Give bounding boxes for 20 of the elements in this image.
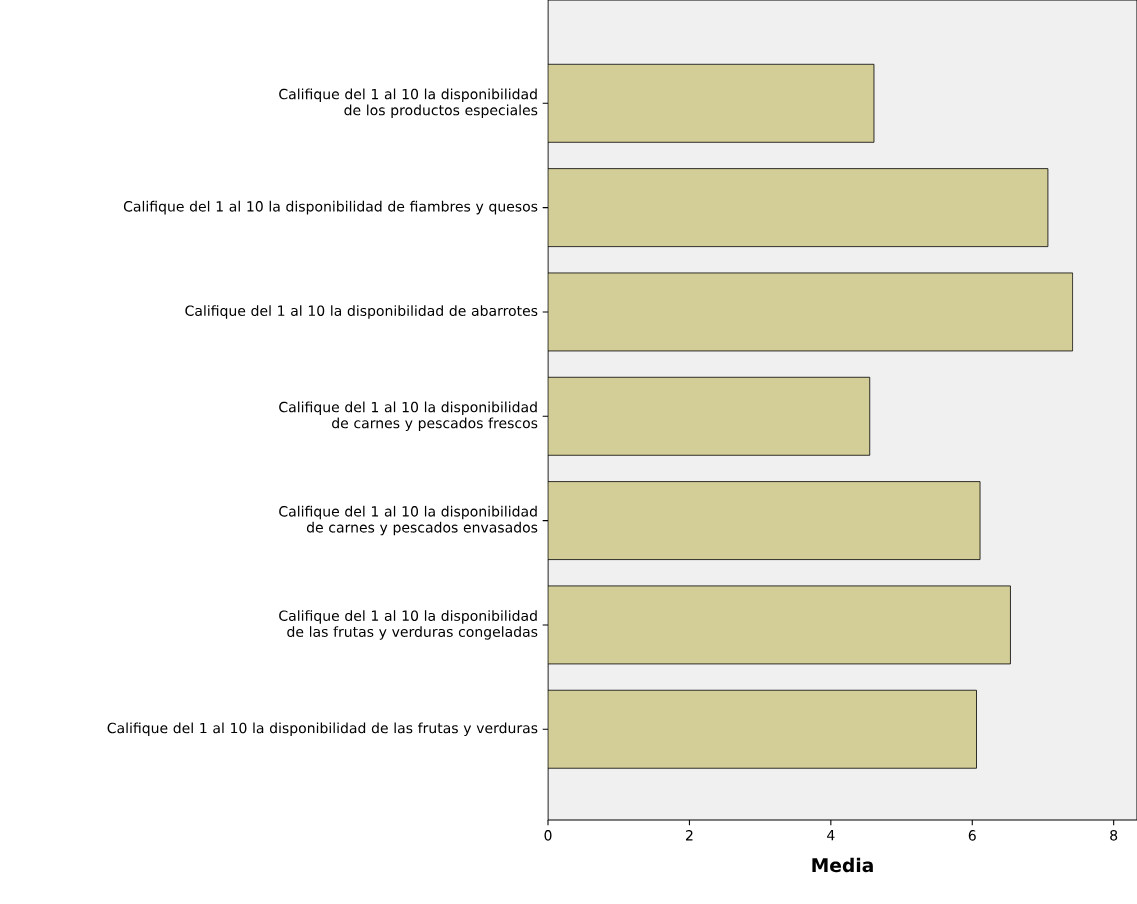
y-tick-label: Califique del 1 al 10 la disponibilidad de fiambres y quesos	[123, 200, 538, 215]
y-tick-label: Califique del 1 al 10 la disponibilidad de carnes y pescados frescos	[279, 401, 538, 432]
bar	[548, 689, 977, 769]
x-tick-label: 0	[544, 830, 552, 841]
x-tick-label: 2	[686, 830, 693, 841]
x-axis-title: Media	[812, 857, 873, 873]
bar	[548, 585, 1011, 665]
bar	[548, 63, 875, 143]
y-tick-label: Califique del 1 al 10 la disponibilidad de las frutas y verduras	[107, 722, 538, 737]
x-tick-label: 6	[968, 830, 976, 841]
bar	[548, 481, 981, 560]
y-tick-label: Califique del 1 al 10 la disponibilidad de las frutas y verduras congeladas	[279, 610, 538, 640]
y-tick-label: Califique del 1 al 10 la disponibilidad de los productos especiales	[279, 88, 538, 119]
y-tick-label: Califique del 1 al 10 la disponibilidad de abarrotes	[185, 305, 538, 319]
y-tick-label: Califique del 1 al 10 la disponibilidad de carnes y pescados envasados	[279, 505, 538, 536]
bar	[548, 168, 1049, 248]
bar	[548, 376, 871, 456]
x-tick-label: 4	[827, 830, 835, 841]
x-tick-label: 8	[1110, 830, 1118, 841]
bar	[548, 272, 1074, 352]
